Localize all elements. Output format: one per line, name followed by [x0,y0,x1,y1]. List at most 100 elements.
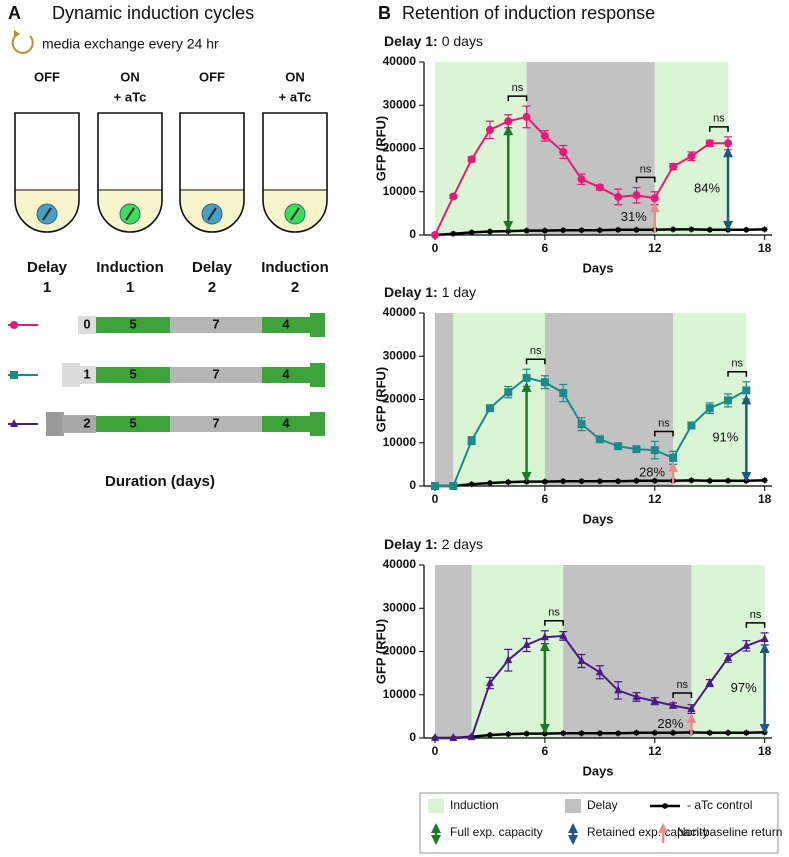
ns-bracket [525,358,546,365]
y-tick-label: 10000 [383,435,417,449]
duration-days: 5 [129,415,136,430]
data-point [705,139,714,148]
data-point [578,478,585,485]
x-axis-label: Days [582,260,613,275]
chart-title: Delay 1: 2 days [384,536,483,552]
region-induction [654,62,729,235]
x-tick-label: 12 [648,744,662,758]
data-point [688,477,695,484]
chart-subtitle: 1 day [442,284,476,300]
ns-label: ns [731,358,743,370]
region-delay [563,565,692,738]
data-point [505,731,512,738]
y-axis-label: GFP (RFU) [373,116,388,181]
data-point [688,226,695,233]
phase-number: 2 [291,279,299,296]
data-point [559,147,568,156]
legend-label: Induction [450,798,499,812]
phase-name: Induction [261,259,329,276]
legend-label: Full exp. capacity [450,825,543,839]
data-point [725,477,732,484]
phase-number: 2 [208,279,216,296]
data-point [522,112,531,121]
data-point [761,477,768,484]
tube-note: + aTc [114,89,147,104]
data-point [650,194,659,203]
duration-days: 5 [129,366,136,381]
ns-bracket [654,430,674,437]
tube [97,112,163,233]
data-point [486,731,493,738]
y-tick-label: 40000 [383,305,417,319]
ns-bracket [507,95,528,102]
delay-step [46,412,64,436]
data-point [632,191,641,200]
data-point [706,729,713,736]
ns-bracket [727,371,748,377]
duration-block [262,416,310,432]
y-axis-label: GFP (RFU) [373,619,388,684]
data-point [450,230,457,237]
duration-days: 7 [212,366,219,381]
duration-days: 5 [129,316,136,331]
data-point [669,453,678,462]
x-tick-label: 18 [758,744,772,758]
percent-label: 31% [621,209,647,224]
data-point [577,420,586,429]
data-point [614,192,623,201]
y-tick-label: 0 [409,478,416,492]
media-note: media exchange every 24 hr [42,36,219,52]
data-point [743,226,750,233]
tube-state: ON [285,69,305,84]
chart-subtitle: 0 days [442,33,483,49]
tube-state: OFF [34,69,60,84]
data-point [467,436,476,445]
tube [179,112,245,233]
data-point [725,729,732,736]
data-point [724,396,733,405]
duration-block [170,367,262,383]
data-point [449,482,458,490]
data-point [577,656,586,665]
ns-bracket [672,692,693,698]
region-delay [544,313,674,486]
ns-bracket [635,176,656,183]
data-point [467,732,476,741]
data-point [687,421,696,430]
data-point [595,667,604,676]
cell-icon-stroke [207,207,217,221]
data-point [669,700,678,709]
data-point [430,733,439,741]
data-point [522,373,531,382]
data-point [595,435,604,444]
duration-days: 7 [212,316,219,331]
delay-block [62,415,96,433]
region-delay [434,313,454,486]
data-point [615,478,622,485]
data-point [505,228,512,235]
y-tick-label: 30000 [383,600,417,614]
x-tick-label: 12 [648,241,662,255]
data-point [742,640,751,649]
data-point [541,478,548,485]
y-tick-label: 40000 [383,557,417,571]
percent-label: 28% [657,716,683,731]
x-axis-label: Days [582,511,613,526]
row-key-marker [10,419,18,427]
data-point [559,389,568,398]
data-point [504,388,513,397]
y-tick-label: 30000 [383,348,417,362]
tube-state: ON [120,69,140,84]
ns-label: ns [750,609,762,621]
delay-step [62,363,80,387]
data-point [687,704,696,713]
data-point [742,386,751,395]
x-tick-label: 0 [432,744,439,758]
data-point [523,227,530,234]
phase-number: 1 [43,279,51,296]
phase-name: Delay [192,259,233,276]
cell-icon-stroke [125,207,135,221]
x-axis-label: Days [582,763,613,778]
data-point [578,730,585,737]
